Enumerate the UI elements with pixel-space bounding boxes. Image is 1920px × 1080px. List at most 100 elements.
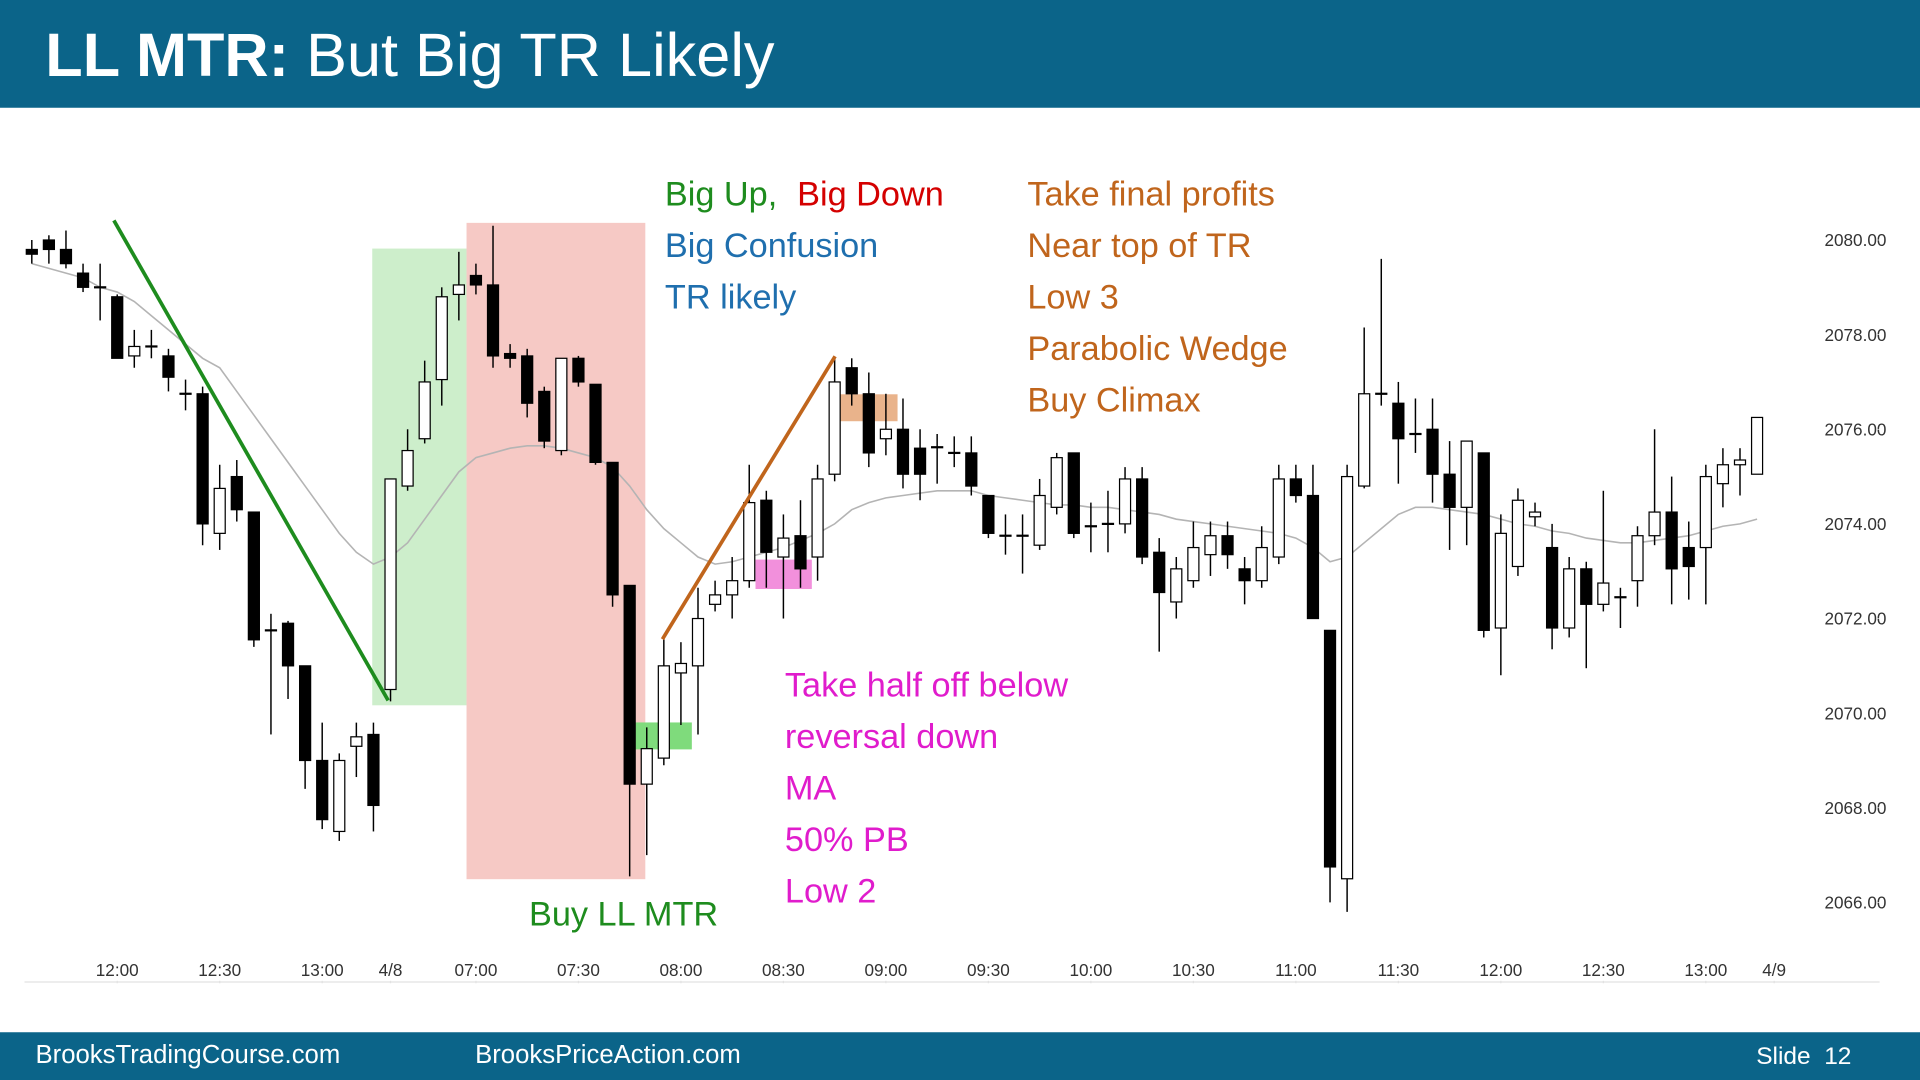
candle-body <box>1153 551 1166 594</box>
candle-body <box>1221 535 1234 556</box>
x-tick-label: 08:30 <box>762 960 805 980</box>
candle-body <box>691 617 705 667</box>
candle-body <box>1238 568 1251 582</box>
candle-body <box>316 759 329 821</box>
candle-body <box>1272 478 1285 558</box>
annotation: 50% PB <box>785 821 909 859</box>
candle-body <box>1563 568 1576 629</box>
candle-body <box>862 393 875 454</box>
x-tick-label: 13:00 <box>301 960 344 980</box>
candle-body <box>965 452 978 487</box>
x-tick-label: 12:30 <box>1582 960 1625 980</box>
candle-body <box>589 383 602 463</box>
labels: 2066.00 2068.00 2070.00 2072.00 2074.00 2076.… <box>96 176 1886 984</box>
x-tick-label: 09:00 <box>864 960 907 980</box>
candle-body <box>726 580 739 596</box>
y-tick-label: 2070.00 <box>1824 703 1886 723</box>
candle-body <box>1255 546 1268 582</box>
annotation: Big Confusion <box>665 227 878 265</box>
x-tick-label: 4/8 <box>379 960 403 980</box>
annotation: Parabolic Wedge <box>1027 330 1287 368</box>
candle-body <box>1528 511 1542 518</box>
annotation: Big Down <box>797 176 944 214</box>
candle-body <box>811 478 824 558</box>
x-tick-label: 10:00 <box>1069 960 1112 980</box>
candle-body <box>572 357 585 383</box>
y-tick-label: 2074.00 <box>1824 514 1886 534</box>
footer-bar <box>0 1032 1920 1080</box>
candle-body <box>760 499 773 553</box>
candle-body <box>1631 535 1644 582</box>
candle-body <box>452 284 465 296</box>
x-tick-label: 07:00 <box>455 960 498 980</box>
candle-body <box>59 248 73 265</box>
title-rest: But Big TR Likely <box>306 21 775 89</box>
y-tick-label: 2068.00 <box>1824 798 1886 818</box>
candle-body <box>247 511 260 641</box>
candle-body <box>640 748 653 785</box>
candle-body <box>896 428 910 475</box>
candle-body <box>1716 464 1730 485</box>
annotation: reversal down <box>785 718 998 756</box>
candle-body <box>1306 494 1320 620</box>
candle-body <box>1545 546 1559 629</box>
x-tick-label: 12:30 <box>198 960 241 980</box>
annotation: TR likely <box>665 279 797 317</box>
annotation: Buy LL MTR <box>529 896 718 934</box>
x-tick-label: 12:00 <box>1479 960 1522 980</box>
y-tick-label: 2080.00 <box>1824 230 1886 250</box>
candle-body <box>435 296 448 381</box>
candle-body <box>794 535 807 570</box>
x-tick-label: 11:00 <box>1275 960 1317 980</box>
footer-site-2: BrooksPriceAction.com <box>475 1041 741 1069</box>
candle-body <box>743 501 756 582</box>
y-tick-label: 2066.00 <box>1824 893 1886 913</box>
candle-body <box>1443 473 1456 508</box>
candle-body <box>1358 393 1371 487</box>
candle-body <box>1733 459 1747 466</box>
candle-body <box>1067 452 1080 534</box>
candle-body <box>1597 582 1610 605</box>
candle-body <box>982 494 995 534</box>
candle-body <box>1136 478 1149 558</box>
x-tick-label: 13:00 <box>1684 960 1727 980</box>
candle-body <box>503 352 517 359</box>
candle-body <box>708 594 722 605</box>
y-tick-label: 2076.00 <box>1824 419 1886 439</box>
candle-body <box>606 461 619 596</box>
candle-body <box>1187 546 1200 582</box>
candle-body <box>538 390 551 442</box>
candle-body <box>1580 568 1593 605</box>
candle-body <box>333 759 346 833</box>
candle-body <box>111 296 124 359</box>
annotation: Low 3 <box>1027 279 1118 317</box>
annotation: Buy Climax <box>1027 381 1200 419</box>
candle-body <box>1426 428 1439 475</box>
candle-body <box>1460 440 1473 508</box>
candle-body <box>879 428 893 440</box>
candle-body <box>418 381 431 440</box>
candle-body <box>1170 568 1183 603</box>
candle-body <box>1340 475 1354 880</box>
candle-body <box>623 584 636 785</box>
x-tick-label: 12:00 <box>96 960 139 980</box>
candles <box>25 225 1764 912</box>
candle-body <box>128 345 141 357</box>
candle-body <box>828 381 841 475</box>
candle-body <box>1648 511 1661 537</box>
candle-body <box>1323 629 1337 868</box>
annotation: Low 2 <box>785 872 876 910</box>
candle-body <box>1392 402 1405 440</box>
y-tick-label: 2072.00 <box>1824 609 1886 629</box>
x-tick-label: 11:30 <box>1378 960 1420 980</box>
x-tick-label: 4/9 <box>1762 960 1786 980</box>
candle-body <box>1494 532 1507 629</box>
candle-body <box>350 736 363 747</box>
footer-site: BrooksTradingCourse.com <box>36 1041 341 1069</box>
candle-body <box>486 284 500 357</box>
candle-body <box>1118 478 1132 525</box>
candle-body <box>281 622 295 667</box>
candle-body <box>1511 499 1525 568</box>
